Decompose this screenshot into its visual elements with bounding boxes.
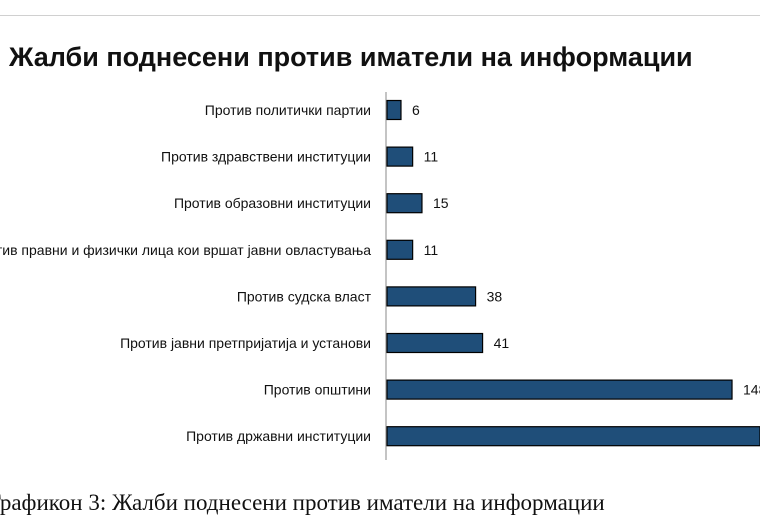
category-label: Против судска власт bbox=[237, 288, 372, 304]
bar bbox=[386, 426, 760, 447]
figure-caption: Графикон 3: Жалби поднесени против имате… bbox=[0, 490, 605, 515]
bar bbox=[386, 286, 477, 307]
bar-chart: Против политички партии Против здравствен… bbox=[0, 92, 760, 460]
data-label: 6 bbox=[412, 102, 420, 118]
bar bbox=[386, 239, 414, 260]
top-divider bbox=[0, 15, 760, 16]
bars bbox=[386, 99, 760, 447]
category-label: Против правни и физички лица кои вршат ј… bbox=[0, 242, 371, 258]
category-labels: Против политички партии Против здравствен… bbox=[0, 102, 372, 444]
category-label: Против здравствени институции bbox=[161, 149, 371, 165]
category-label: Против општини bbox=[264, 382, 371, 398]
bar bbox=[386, 193, 423, 214]
category-label: Против државни институции bbox=[186, 428, 371, 444]
bar bbox=[386, 379, 733, 400]
data-label: 11 bbox=[424, 149, 439, 165]
bar bbox=[386, 332, 484, 354]
category-label: Против политички партии bbox=[205, 102, 371, 118]
chart-title: Жалби поднесени против иматели на информ… bbox=[9, 42, 693, 72]
value-labels: 6 11 15 11 38 41 148 bbox=[412, 102, 760, 398]
category-label: Против јавни претпријатија и установи bbox=[120, 335, 371, 351]
data-label: 41 bbox=[494, 335, 510, 351]
data-label: 148 bbox=[743, 382, 760, 398]
category-label: Против образовни институции bbox=[174, 195, 371, 211]
bar bbox=[386, 99, 402, 121]
data-label: 38 bbox=[487, 288, 503, 304]
data-label: 15 bbox=[433, 195, 449, 211]
data-label: 11 bbox=[424, 242, 439, 258]
bar bbox=[386, 146, 414, 167]
